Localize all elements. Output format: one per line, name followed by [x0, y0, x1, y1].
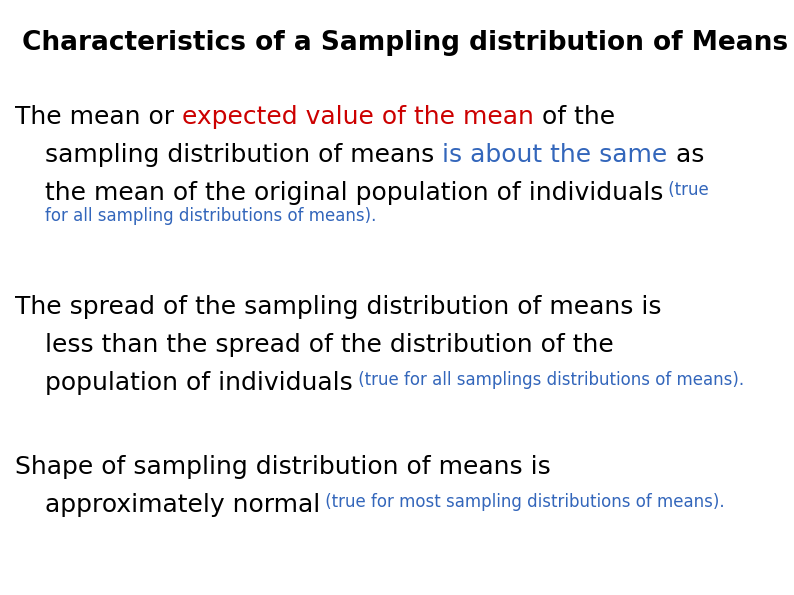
Text: less than the spread of the distribution of the: less than the spread of the distribution… [45, 333, 614, 357]
Text: Shape of sampling distribution of means is: Shape of sampling distribution of means … [15, 455, 551, 479]
Text: approximately normal: approximately normal [45, 493, 320, 517]
Text: of the: of the [534, 105, 615, 129]
Text: expected value of the mean: expected value of the mean [182, 105, 534, 129]
Text: Characteristics of a Sampling distribution of Means: Characteristics of a Sampling distributi… [22, 30, 788, 56]
Text: is about the same: is about the same [442, 143, 668, 167]
Text: sampling distribution of means: sampling distribution of means [45, 143, 442, 167]
Text: (true for all samplings distributions of means).: (true for all samplings distributions of… [353, 371, 744, 389]
Text: the mean of the original population of individuals: the mean of the original population of i… [45, 181, 663, 205]
Text: (true: (true [663, 181, 709, 199]
Text: The mean or: The mean or [15, 105, 182, 129]
Text: (true for most sampling distributions of means).: (true for most sampling distributions of… [320, 493, 725, 511]
Text: as: as [668, 143, 703, 167]
Text: for all sampling distributions of means).: for all sampling distributions of means)… [45, 207, 376, 225]
Text: population of individuals: population of individuals [45, 371, 353, 395]
Text: The spread of the sampling distribution of means is: The spread of the sampling distribution … [15, 295, 661, 319]
